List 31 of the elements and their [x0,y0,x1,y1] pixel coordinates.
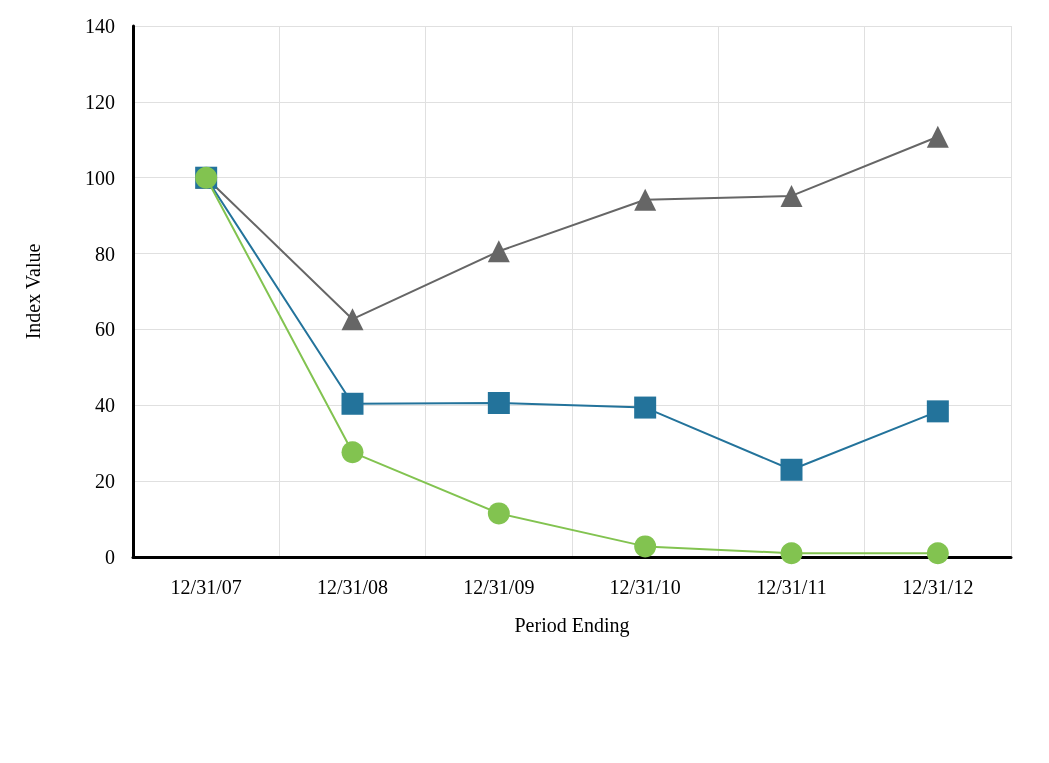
point [341,392,364,415]
point [780,458,803,481]
y-tick-label: 20 [95,470,115,493]
x-tick-label: 12/31/12 [902,576,974,598]
x-tick-label: 12/31/11 [756,576,827,598]
point [634,535,657,558]
point [780,184,803,207]
x-axis-title: Period Ending [514,614,630,637]
y-axis-title: Index Value [22,243,44,340]
point [487,392,510,415]
point [341,308,364,331]
x-tick-label: 12/31/07 [170,576,242,598]
point [926,125,949,148]
point [487,502,510,525]
point [780,542,803,565]
y-tick-label: 140 [85,15,115,37]
point [487,240,510,263]
x-tick-label: 12/31/10 [609,576,681,598]
x-tick-label: 12/31/08 [316,576,389,598]
point [341,441,364,464]
point [634,188,657,211]
y-tick-label: 0 [105,546,115,568]
point [926,542,949,565]
y-tick-label: 60 [95,318,115,341]
y-tick-label: 40 [95,394,115,417]
point [926,400,949,423]
y-tick-label: 120 [85,90,115,113]
y-tick-label: 100 [85,166,115,189]
y-tick-label: 80 [95,242,115,265]
x-tick-label: 12/31/09 [463,576,535,598]
point [634,396,657,419]
